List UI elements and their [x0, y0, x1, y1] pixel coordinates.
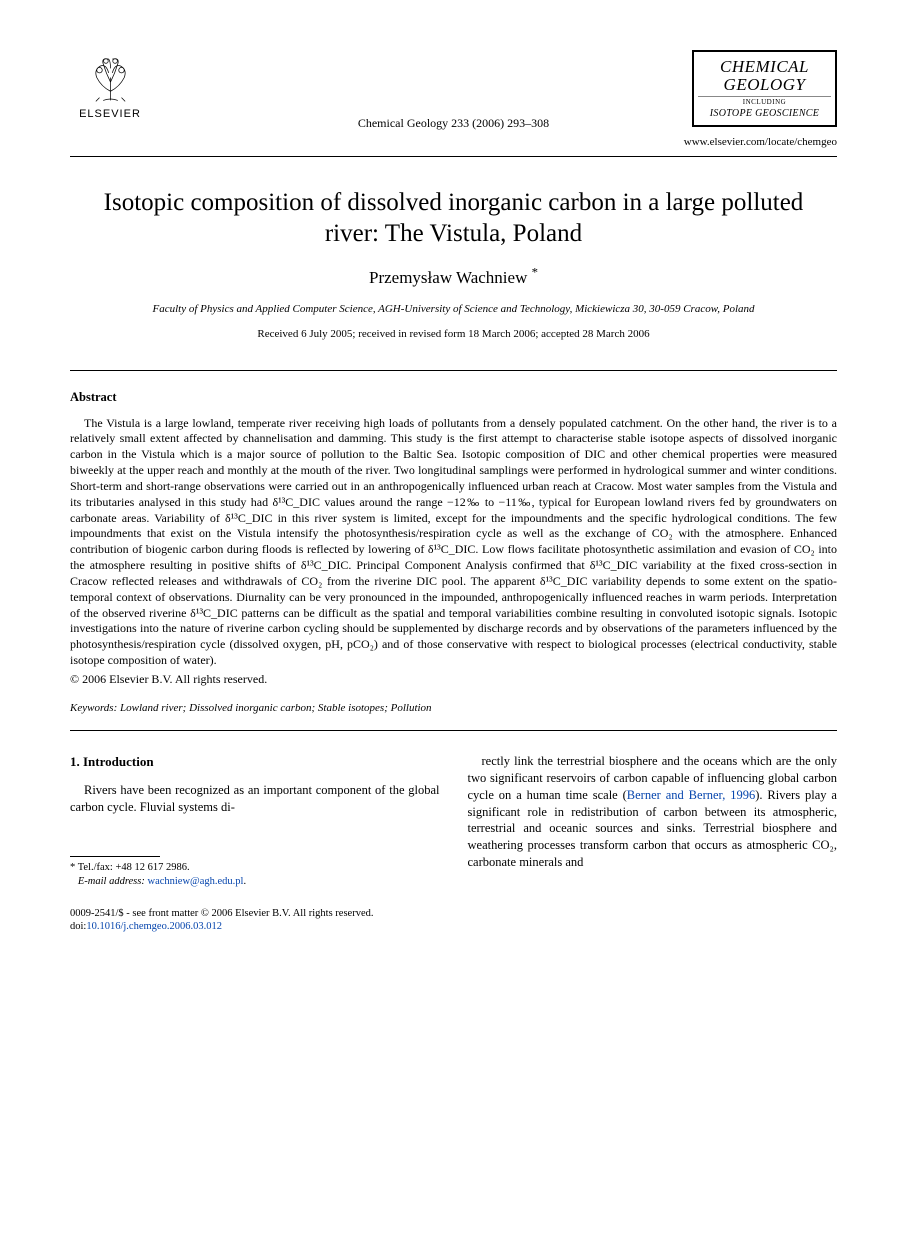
keywords-label: Keywords: — [70, 702, 117, 714]
journal-name-line2: GEOLOGY — [698, 76, 831, 94]
column-right: rectly link the terrestrial biosphere an… — [468, 753, 838, 934]
journal-name-line1: CHEMICAL — [698, 58, 831, 76]
keywords-line: Keywords: Lowland river; Dissolved inorg… — [70, 701, 837, 716]
abstract-copyright: © 2006 Elsevier B.V. All rights reserved… — [70, 671, 837, 687]
abstract-rule — [70, 730, 837, 731]
elsevier-tree-icon — [83, 50, 138, 105]
abstract-body: The Vistula is a large lowland, temperat… — [70, 416, 837, 669]
footnote-rule — [70, 856, 160, 857]
journal-sub-2: ISOTOPE GEOSCIENCE — [698, 107, 831, 121]
footnote-marker: * — [70, 862, 75, 873]
reference-link-berner[interactable]: Berner and Berner, 1996 — [627, 788, 755, 802]
article-dates: Received 6 July 2005; received in revise… — [70, 327, 837, 342]
publisher-logo: ELSEVIER — [70, 50, 150, 122]
body-columns: 1. Introduction Rivers have been recogni… — [70, 753, 837, 934]
title-rule — [70, 370, 837, 371]
keywords-text: Lowland river; Dissolved inorganic carbo… — [120, 702, 432, 714]
telfax-value: +48 12 617 2986. — [115, 862, 189, 873]
publisher-name: ELSEVIER — [70, 107, 150, 122]
author-name: Przemysław Wachniew — [369, 268, 527, 287]
telfax-label: Tel./fax: — [78, 862, 113, 873]
abstract-text: The Vistula is a large lowland, temperat… — [70, 416, 837, 669]
journal-url: www.elsevier.com/locate/chemgeo — [70, 135, 837, 150]
intro-para-right: rectly link the terrestrial biosphere an… — [468, 753, 838, 871]
footer-block: 0009-2541/$ - see front matter © 2006 El… — [70, 907, 440, 934]
author-email-link[interactable]: wachniew@agh.edu.pl — [147, 876, 243, 887]
header-rule — [70, 156, 837, 157]
footer-front-matter: 0009-2541/$ - see front matter © 2006 El… — [70, 908, 373, 919]
intro-para-left: Rivers have been recognized as an import… — [70, 782, 440, 816]
email-suffix: . — [243, 876, 246, 887]
column-left: 1. Introduction Rivers have been recogni… — [70, 753, 440, 934]
corresponding-footnote: * Tel./fax: +48 12 617 2986. E-mail addr… — [70, 861, 440, 888]
affiliation: Faculty of Physics and Applied Computer … — [70, 302, 837, 317]
author-marker: * — [532, 266, 538, 280]
author-line: Przemysław Wachniew * — [70, 267, 837, 290]
journal-sub-1: INCLUDING — [698, 96, 831, 107]
email-label: E-mail address: — [78, 876, 145, 887]
section-1-heading: 1. Introduction — [70, 753, 440, 771]
abstract-heading: Abstract — [70, 389, 837, 406]
doi-label: doi: — [70, 921, 86, 932]
journal-title-box: CHEMICAL GEOLOGY INCLUDING ISOTOPE GEOSC… — [692, 50, 837, 127]
doi-link[interactable]: 10.1016/j.chemgeo.2006.03.012 — [86, 921, 222, 932]
article-title: Isotopic composition of dissolved inorga… — [90, 187, 817, 250]
